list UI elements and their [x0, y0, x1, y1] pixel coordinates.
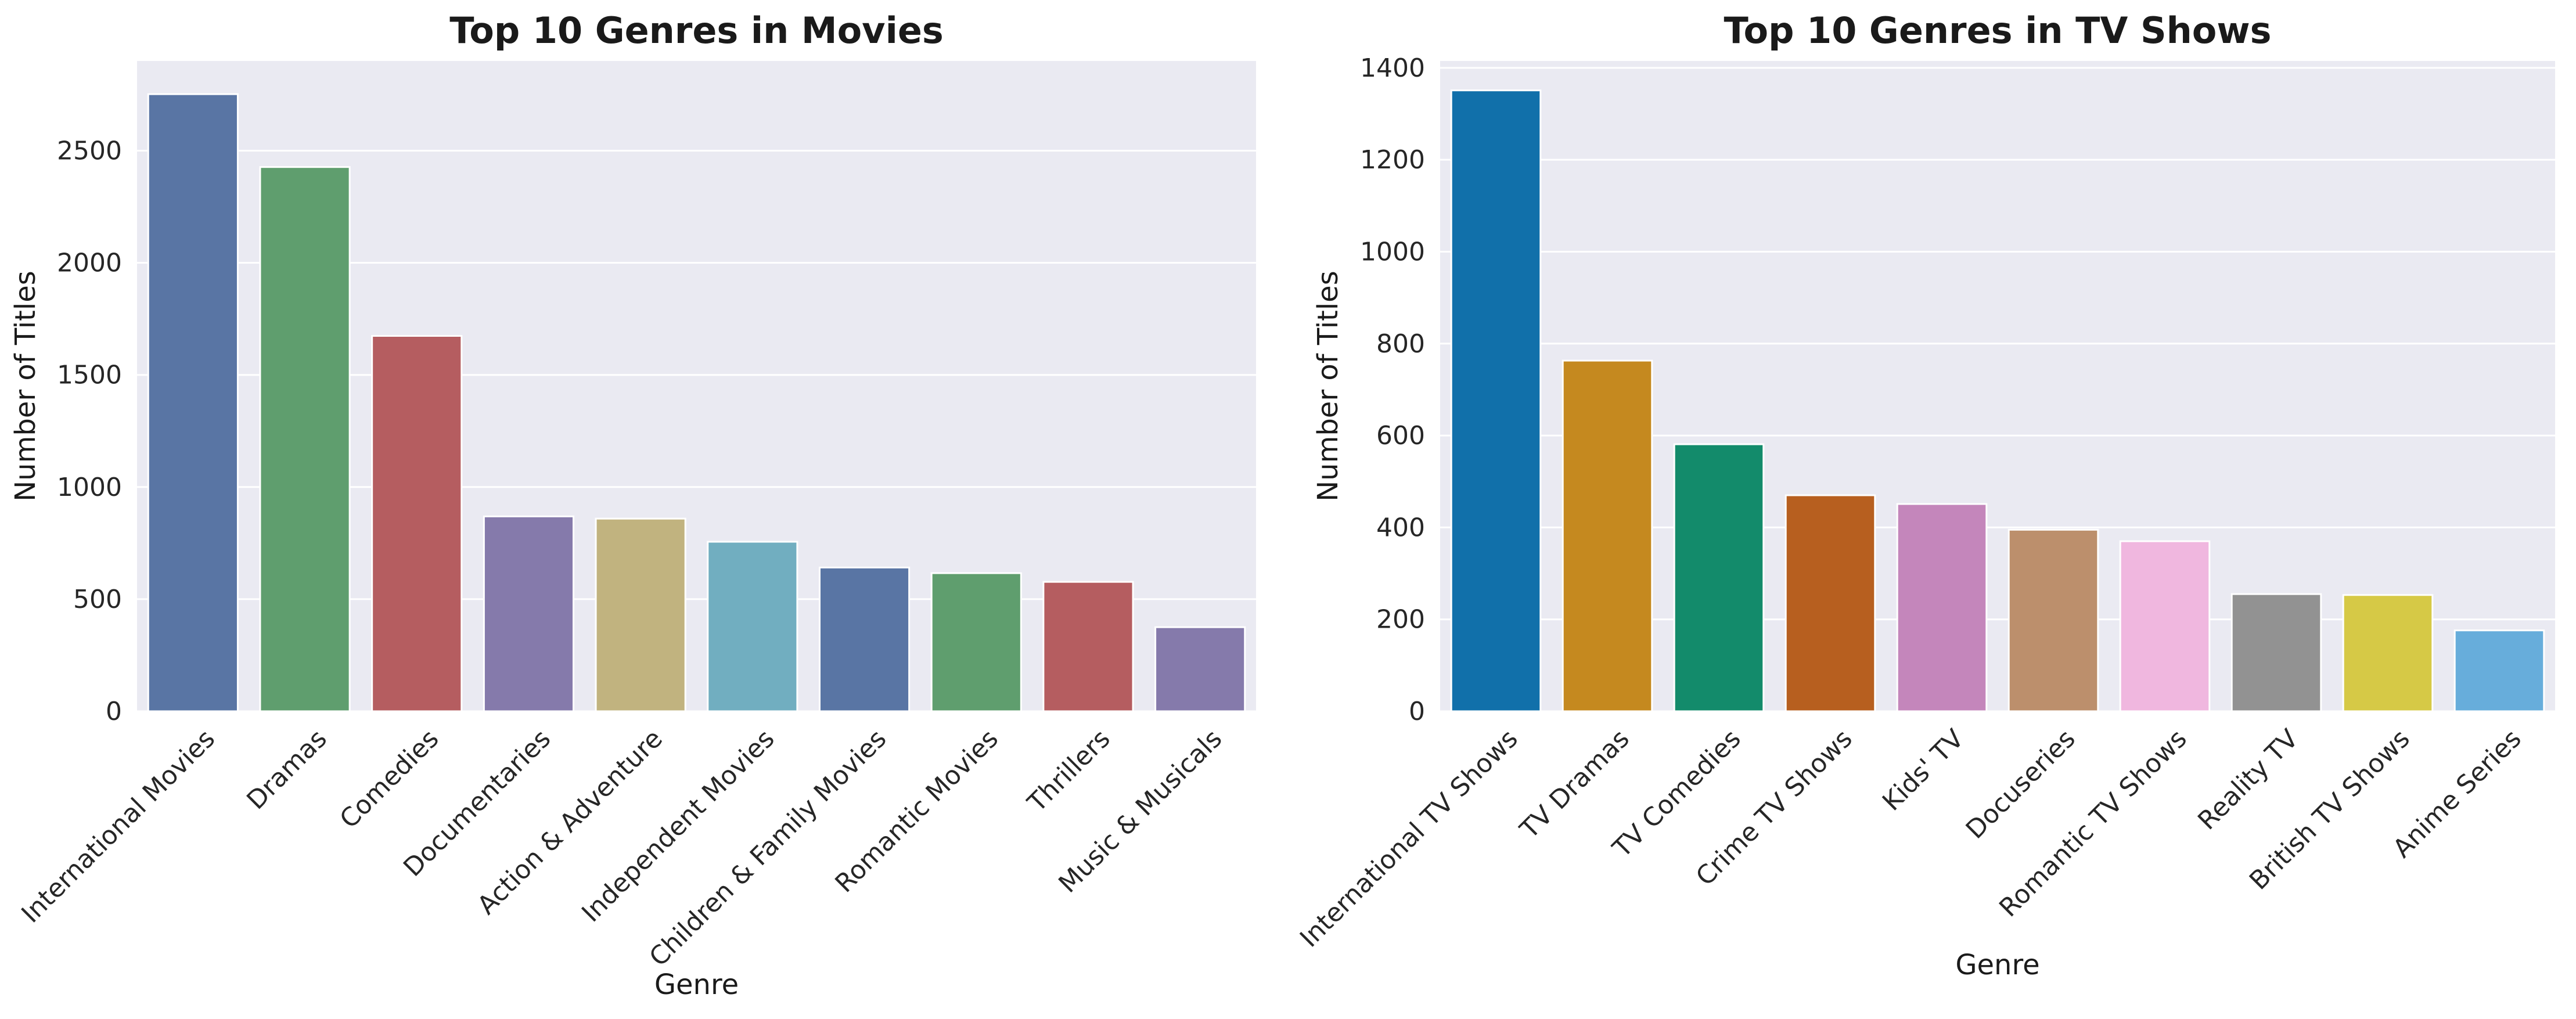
y-tick-label: 1200: [1360, 145, 1425, 175]
bar-7: [2119, 540, 2211, 712]
y-axis-label: Number of Titles: [9, 271, 42, 501]
x-tick-label: Action & Adventure: [472, 724, 668, 920]
x-tick-label: International TV Shows: [1294, 724, 1524, 953]
x-tick-label: Thrillers: [1021, 724, 1116, 818]
chart-2: 0 200 400 600 800 1000 1200 1400 International T…: [1294, 9, 2555, 981]
bar-6: [707, 541, 798, 712]
x-axis-label: Genre: [654, 968, 739, 1001]
bar-8: [2230, 593, 2322, 712]
y-tick-label: 800: [1376, 329, 1425, 359]
y-tick-label: 2500: [57, 136, 122, 165]
x-tick-label: International Movies: [16, 724, 221, 929]
bar-1: [1450, 89, 1542, 712]
bar-8: [930, 572, 1022, 712]
y-tick-label: 1000: [1360, 237, 1425, 267]
bar-7: [818, 566, 911, 712]
bar-4: [483, 515, 575, 712]
chart-title: Top 10 Genres in TV Shows: [1724, 9, 2271, 52]
y-tick-label: 1400: [1360, 53, 1425, 83]
bar-10: [2453, 629, 2545, 712]
x-tick-label: TV Dramas: [1514, 724, 1635, 845]
bar-1: [147, 93, 239, 712]
chart-title: Top 10 Genres in Movies: [449, 9, 944, 52]
y-tick-label: 0: [1409, 697, 1425, 726]
bar-9: [1042, 581, 1134, 712]
chart-1: 0 500 1000 1500 2000 2500 International Movies…: [9, 9, 1256, 1001]
x-tick-label: Romantic TV Shows: [1994, 724, 2193, 923]
x-axis-label: Genre: [1955, 949, 2039, 981]
bar-4: [1785, 494, 1876, 712]
y-tick-label: 0: [106, 697, 122, 726]
bar-5: [595, 517, 686, 712]
x-tick-label: Comedies: [334, 724, 445, 834]
y-axis-label: Number of Titles: [1312, 271, 1344, 501]
bar-3: [371, 334, 463, 712]
y-tick-label: 1500: [57, 361, 122, 390]
bar-6: [2007, 528, 2099, 712]
x-tick-label: Children & Family Movies: [643, 724, 892, 973]
y-tick-label: 1000: [57, 473, 122, 502]
bar-10: [1154, 626, 1246, 712]
bar-3: [1673, 443, 1765, 712]
x-tick-label: Reality TV: [2192, 724, 2304, 836]
y-tick-label: 200: [1376, 605, 1425, 635]
bar-9: [2342, 594, 2434, 712]
x-tick-label: Dramas: [241, 724, 332, 815]
bar-2: [1562, 359, 1653, 712]
y-tick-label: 2000: [57, 249, 122, 278]
x-tick-label: Independent Movies: [576, 724, 780, 928]
x-tick-label: Kids' TV: [1877, 724, 1970, 817]
bar-5: [1896, 503, 1988, 712]
bar-2: [259, 166, 351, 712]
y-tick-label: 600: [1376, 421, 1425, 451]
y-tick-label: 400: [1376, 513, 1425, 542]
x-tick-label: Docuseries: [1960, 724, 2081, 845]
y-tick-label: 500: [73, 585, 122, 614]
